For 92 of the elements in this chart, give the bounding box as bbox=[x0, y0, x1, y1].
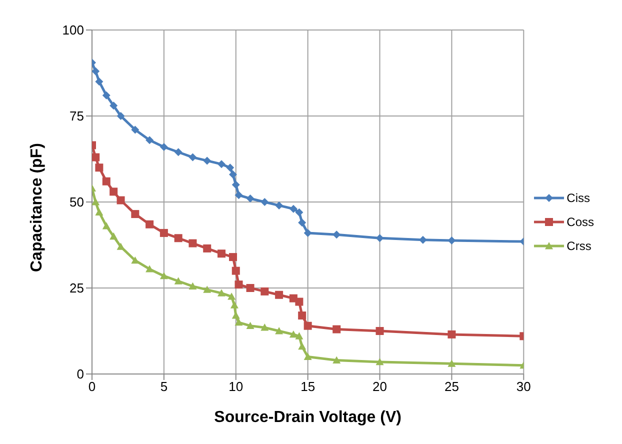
point bbox=[260, 324, 269, 331]
point bbox=[332, 230, 341, 239]
x-tick-label: 15 bbox=[300, 379, 316, 394]
point bbox=[229, 253, 238, 262]
point bbox=[234, 318, 243, 326]
point bbox=[203, 244, 212, 252]
point bbox=[203, 286, 212, 293]
point bbox=[376, 327, 384, 335]
x-tick-label: 0 bbox=[88, 379, 96, 394]
point bbox=[228, 292, 236, 300]
legend-label: Coss bbox=[566, 215, 594, 229]
point bbox=[275, 327, 284, 334]
point bbox=[102, 177, 110, 186]
point bbox=[229, 170, 238, 178]
point bbox=[116, 112, 125, 120]
point bbox=[116, 242, 125, 250]
point bbox=[160, 272, 168, 280]
y-axis-title: Capacitance (pF) bbox=[28, 143, 46, 272]
x-tick-label: 30 bbox=[516, 379, 531, 394]
point bbox=[102, 222, 110, 230]
x-tick-label: 10 bbox=[228, 379, 244, 394]
y-tick-label: 100 bbox=[62, 22, 84, 38]
point bbox=[146, 265, 154, 272]
point bbox=[230, 301, 238, 308]
point bbox=[203, 156, 212, 165]
point bbox=[217, 250, 226, 258]
point bbox=[188, 239, 197, 248]
point bbox=[131, 256, 140, 264]
point bbox=[174, 148, 182, 156]
point bbox=[298, 218, 306, 227]
point bbox=[332, 356, 341, 364]
y-tick-label: 50 bbox=[70, 194, 84, 210]
point bbox=[304, 352, 312, 360]
point bbox=[232, 180, 240, 189]
point bbox=[116, 196, 125, 204]
point bbox=[234, 280, 243, 289]
point bbox=[448, 236, 456, 245]
point bbox=[95, 208, 104, 216]
point bbox=[448, 360, 456, 367]
point bbox=[298, 342, 306, 350]
point bbox=[332, 325, 341, 334]
point bbox=[188, 153, 197, 162]
point bbox=[295, 298, 304, 306]
legend-label: Crss bbox=[566, 239, 592, 253]
point bbox=[232, 266, 240, 275]
point bbox=[304, 228, 312, 237]
point bbox=[160, 228, 168, 237]
point bbox=[275, 290, 284, 299]
point bbox=[260, 198, 269, 206]
point bbox=[92, 153, 100, 162]
point bbox=[448, 330, 456, 338]
x-tick-label: 20 bbox=[372, 379, 388, 394]
point bbox=[295, 208, 304, 216]
point bbox=[131, 210, 140, 218]
point bbox=[92, 198, 100, 206]
x-axis-title: Source-Drain Voltage (V) bbox=[214, 409, 402, 426]
legend-label: Ciss bbox=[566, 191, 590, 205]
point bbox=[217, 160, 226, 168]
point bbox=[298, 312, 306, 320]
point bbox=[95, 78, 104, 86]
point bbox=[146, 220, 154, 228]
point bbox=[260, 287, 269, 296]
point bbox=[246, 284, 254, 292]
point bbox=[289, 330, 298, 338]
y-tick-label: 25 bbox=[70, 280, 84, 296]
point bbox=[295, 332, 304, 340]
point bbox=[226, 164, 234, 172]
point bbox=[246, 322, 254, 330]
point bbox=[110, 188, 118, 196]
point bbox=[246, 194, 254, 203]
y-tick-label: 0 bbox=[76, 366, 84, 382]
point bbox=[95, 164, 104, 172]
point bbox=[110, 102, 118, 110]
point bbox=[217, 289, 226, 296]
point bbox=[304, 322, 312, 330]
point bbox=[160, 142, 168, 151]
point bbox=[232, 312, 240, 319]
y-tick-label: 75 bbox=[70, 108, 84, 124]
point bbox=[174, 277, 182, 284]
point bbox=[110, 232, 118, 240]
point bbox=[131, 126, 140, 134]
point bbox=[275, 201, 284, 210]
point bbox=[376, 358, 384, 366]
point bbox=[92, 67, 100, 76]
point bbox=[146, 136, 154, 144]
point bbox=[289, 204, 298, 213]
point bbox=[234, 191, 243, 200]
point bbox=[188, 282, 197, 290]
x-tick-label: 25 bbox=[444, 379, 459, 394]
point bbox=[174, 234, 182, 242]
x-tick-label: 5 bbox=[160, 379, 168, 394]
point bbox=[102, 91, 110, 100]
